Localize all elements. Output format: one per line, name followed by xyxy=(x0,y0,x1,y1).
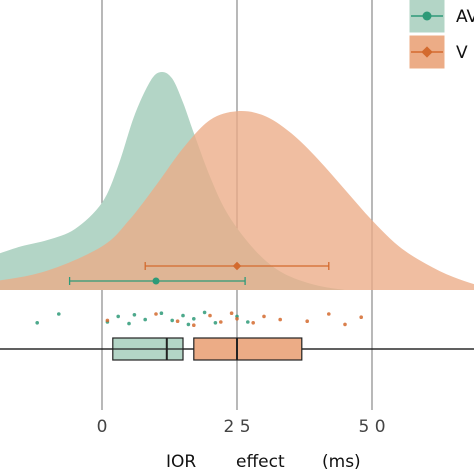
data-point-av-5 xyxy=(132,313,137,317)
data-point-av-11 xyxy=(192,317,196,321)
x-tick-label-0: 0 xyxy=(97,417,108,437)
data-point-av-6 xyxy=(143,317,147,322)
data-point-v-10 xyxy=(262,314,266,319)
data-point-av-1 xyxy=(57,312,61,316)
x-axis-label-effect: effect xyxy=(236,452,285,472)
legend-key-av-marker xyxy=(422,11,432,21)
x-tick-label-50: 5 0 xyxy=(358,417,385,437)
data-point-v-8 xyxy=(235,317,239,321)
mean-marker-av xyxy=(152,277,160,285)
data-point-av-9 xyxy=(181,313,185,318)
data-point-av-7 xyxy=(159,311,164,316)
data-point-v-15 xyxy=(359,315,364,320)
density-cloud-v xyxy=(0,111,474,290)
raw-points-layer xyxy=(35,310,364,328)
x-axis: 0 2 5 5 0 IOR effect (ms) xyxy=(97,417,386,472)
boxplot-layer xyxy=(0,337,474,361)
data-point-v-7 xyxy=(229,311,234,316)
x-axis-label-ior: IOR xyxy=(166,452,196,472)
data-point-v-4 xyxy=(192,323,196,328)
data-point-v-3 xyxy=(175,319,180,324)
data-point-av-8 xyxy=(170,318,174,323)
data-point-v-5 xyxy=(208,313,212,318)
data-point-v-11 xyxy=(278,317,283,322)
data-point-v-2 xyxy=(154,312,158,316)
data-point-v-13 xyxy=(327,312,331,316)
x-axis-label-unit: (ms) xyxy=(322,452,361,472)
data-point-v-6 xyxy=(219,320,223,324)
data-point-v-1 xyxy=(105,318,110,323)
data-point-av-12 xyxy=(202,310,207,315)
legend-label-av: AV xyxy=(456,7,474,27)
data-point-av-4 xyxy=(127,321,131,326)
data-point-v-9 xyxy=(251,321,255,325)
box-v xyxy=(193,337,303,361)
mean-ci-layer xyxy=(68,261,330,285)
data-point-av-15 xyxy=(246,320,250,324)
data-point-v-12 xyxy=(305,319,310,324)
data-point-av-13 xyxy=(213,321,218,325)
data-point-v-14 xyxy=(343,322,347,327)
data-point-av-0 xyxy=(35,321,39,325)
data-point-av-10 xyxy=(186,322,191,327)
mean-marker-v xyxy=(232,261,242,271)
data-point-av-3 xyxy=(116,314,120,319)
density-clouds xyxy=(0,71,474,290)
legend-label-v: V xyxy=(456,43,468,63)
legend: AV V xyxy=(409,0,474,69)
x-tick-label-25: 2 5 xyxy=(223,417,250,437)
legend-key-v-marker xyxy=(421,46,433,58)
